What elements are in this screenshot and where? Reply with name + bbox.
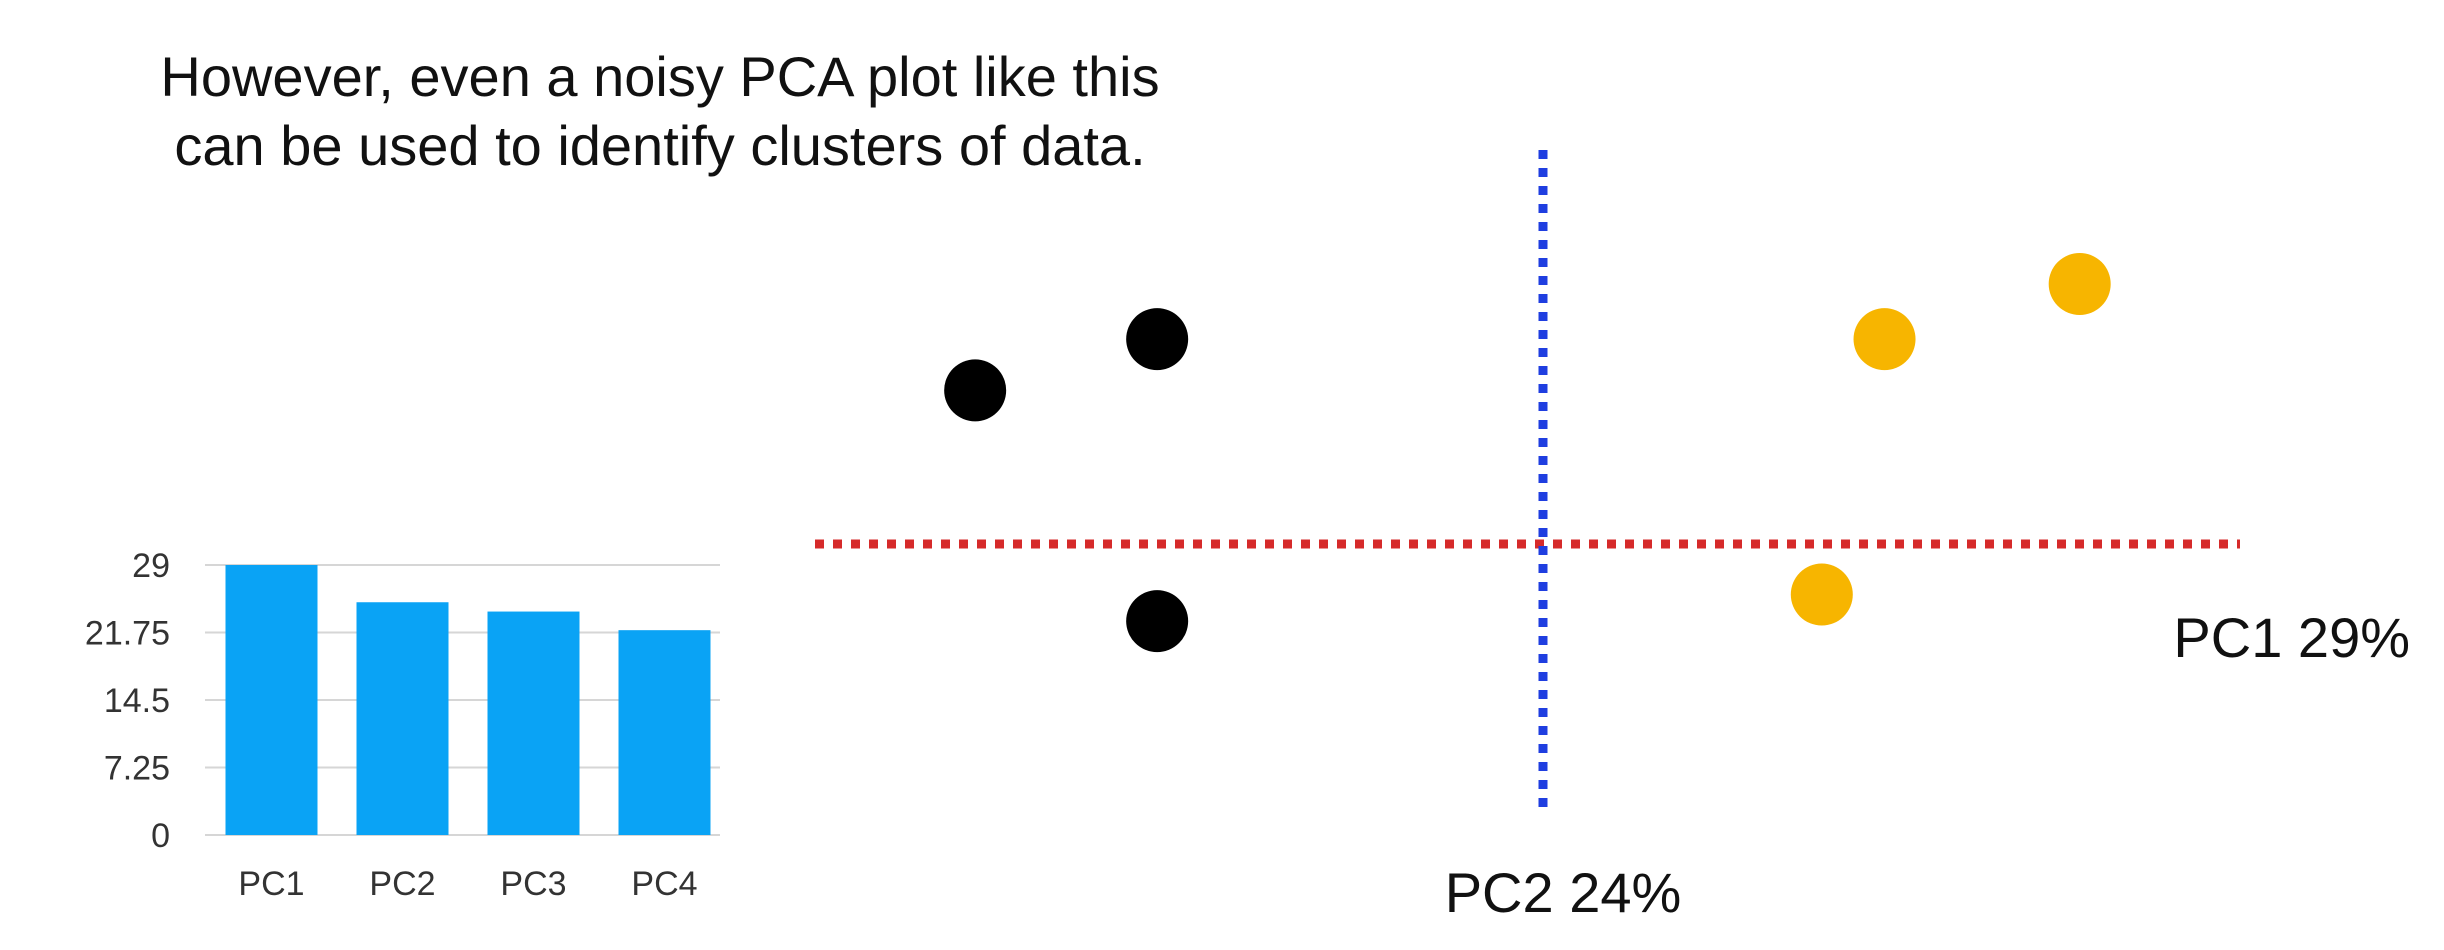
x-tick-label: PC2 (369, 865, 435, 903)
y-axis-label: PC2 24% (1445, 861, 1682, 924)
y-tick-label: 14.5 (104, 682, 170, 720)
bar-pc3 (487, 611, 580, 835)
cluster-a-point (1126, 308, 1189, 371)
x-tick-label: PC3 (500, 865, 566, 903)
caption-line-1: However, even a noisy PCA plot like this (160, 45, 1160, 108)
bar-pc4 (618, 630, 711, 835)
x-tick-label: PC1 (238, 865, 304, 903)
y-tick-label: 29 (132, 547, 170, 585)
bar-pc1 (225, 565, 318, 835)
cluster-a-point (1126, 590, 1189, 653)
cluster-b-point (2048, 252, 2111, 315)
cluster-b-point (1790, 563, 1853, 626)
slide-caption: However, even a noisy PCA plot like this… (90, 42, 1230, 181)
cluster-a-point (944, 359, 1007, 422)
x-axis-label: PC1 29% (2173, 606, 2410, 669)
cluster-b-point (1853, 308, 1916, 371)
y-tick-label: 21.75 (85, 615, 170, 653)
y-tick-label: 0 (151, 817, 170, 855)
x-tick-label: PC4 (631, 865, 697, 903)
caption-line-2: can be used to identify clusters of data… (174, 114, 1146, 178)
bar-pc2 (356, 602, 449, 835)
y-tick-label: 7.25 (104, 750, 170, 788)
